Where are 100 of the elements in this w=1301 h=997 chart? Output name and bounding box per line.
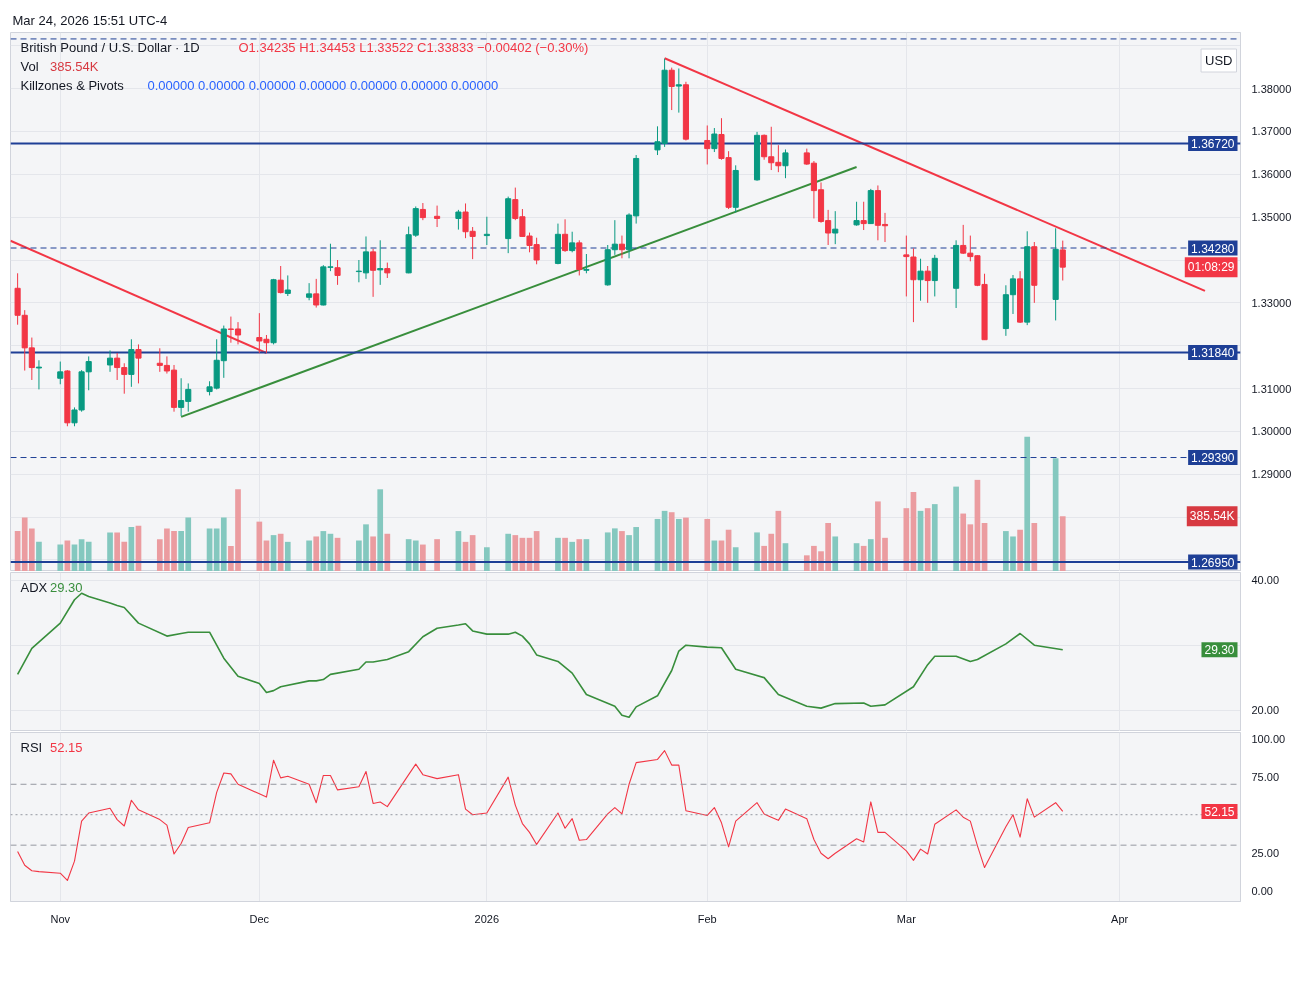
candlestick (483, 216, 490, 246)
candlestick (711, 127, 718, 153)
annotation: 52.15 (50, 740, 83, 755)
y-tick-label: 0.00 (1251, 884, 1273, 897)
bar (420, 544, 426, 571)
ref-line-label: 1.26950 (1191, 555, 1235, 570)
candlestick (704, 124, 711, 165)
y-tick-label: 1.38000 (1251, 82, 1292, 95)
x-tick-label: Dec (249, 912, 270, 925)
y-tick-label: 40.00 (1251, 574, 1280, 587)
candlestick (377, 239, 384, 286)
y-tick-label: 20.00 (1251, 704, 1280, 717)
bar (384, 533, 391, 571)
candlestick (334, 259, 341, 286)
candlestick (277, 265, 284, 294)
bar (484, 547, 490, 571)
bar (562, 537, 568, 571)
bar (569, 541, 576, 571)
candlestick (35, 359, 42, 390)
candlestick (668, 67, 675, 111)
bar (377, 489, 384, 571)
bar (107, 532, 113, 571)
candlestick (434, 205, 441, 228)
bar (512, 535, 519, 571)
candlestick (106, 349, 114, 373)
bar (832, 536, 839, 571)
x-tick-label: Apr (1111, 912, 1129, 925)
ref-line-label: 1.29390 (1191, 451, 1235, 466)
bar (313, 536, 320, 571)
bar (860, 545, 867, 571)
x-tick-label: Mar (896, 912, 917, 925)
bar (505, 533, 512, 571)
bar (704, 518, 711, 571)
annotation: 29.30 (1204, 643, 1235, 658)
text: ADX (20, 580, 48, 595)
candlestick (832, 210, 839, 245)
bar (619, 531, 625, 571)
line-series (16, 592, 1064, 719)
annotation: 01:08:29 (1187, 260, 1235, 275)
bar (85, 541, 92, 571)
candlestick (313, 278, 320, 309)
candlestick (569, 231, 576, 253)
y-tick-label: 1.37000 (1251, 125, 1292, 138)
candlestick (135, 343, 142, 384)
y-tick-label: 1.33000 (1251, 296, 1292, 309)
bar (867, 539, 874, 571)
annotation: Killzones & Pivots (20, 78, 125, 93)
candlestick (917, 258, 924, 302)
bar (953, 486, 959, 571)
bar (668, 512, 675, 571)
annotation: 385.54K (50, 59, 99, 74)
candlestick (853, 201, 860, 227)
y-tick-label: 75.00 (1251, 770, 1280, 783)
bar (924, 508, 931, 571)
y-tick-label: 1.31000 (1251, 382, 1292, 395)
bar (36, 541, 42, 571)
bar (412, 540, 419, 571)
y-tick-label: 25.00 (1251, 846, 1280, 859)
ref-line-label: 1.34280 (1191, 241, 1235, 256)
bar (434, 539, 440, 571)
x-tick-label: 2026 (474, 912, 500, 925)
bar (1024, 436, 1031, 571)
y-tick-label: 1.29000 (1251, 468, 1292, 481)
bar (754, 532, 760, 571)
x-tick-label: Nov (50, 912, 71, 925)
bar (675, 518, 682, 571)
candlestick (782, 148, 789, 179)
candlestick (618, 235, 625, 259)
candlestick (1059, 240, 1066, 281)
candlestick (370, 248, 377, 298)
bar (284, 541, 291, 571)
text: British Pound / U.S. Dollar · 1D (20, 40, 200, 55)
annotation: 52.15 (1204, 804, 1235, 819)
bar (903, 508, 910, 571)
candlestick (419, 202, 426, 221)
candlestick (284, 274, 291, 297)
bar (1059, 516, 1066, 571)
candlestick (57, 361, 64, 385)
bar (576, 539, 583, 571)
candlestick (860, 201, 867, 231)
bar (57, 544, 64, 571)
candlestick (455, 209, 462, 231)
ref-line-label: 1.31840 (1191, 346, 1235, 361)
candlestick (675, 67, 682, 114)
bar (306, 540, 312, 571)
bar (277, 533, 284, 571)
x-tick-label: Feb (697, 912, 717, 925)
annotation: 0.00000 0.00000 0.00000 0.00000 0.00000 0.00000 0.00000 (147, 78, 499, 93)
bar (370, 536, 376, 571)
candlestick (562, 218, 569, 253)
chart-title: Vol (20, 59, 39, 74)
bar (1017, 529, 1023, 571)
text: RSI (20, 740, 43, 755)
candlestick (931, 254, 938, 297)
bar (320, 531, 327, 571)
y-tick-label: 1.35000 (1251, 211, 1292, 224)
y-axis-title: USD (1205, 53, 1233, 68)
bar (1031, 522, 1038, 571)
annotation: 385.54K (1189, 509, 1235, 524)
text: O1.34235 H1.34453 L1.33522 C1.33833 −0.00402 (−0.30%) (238, 40, 589, 55)
